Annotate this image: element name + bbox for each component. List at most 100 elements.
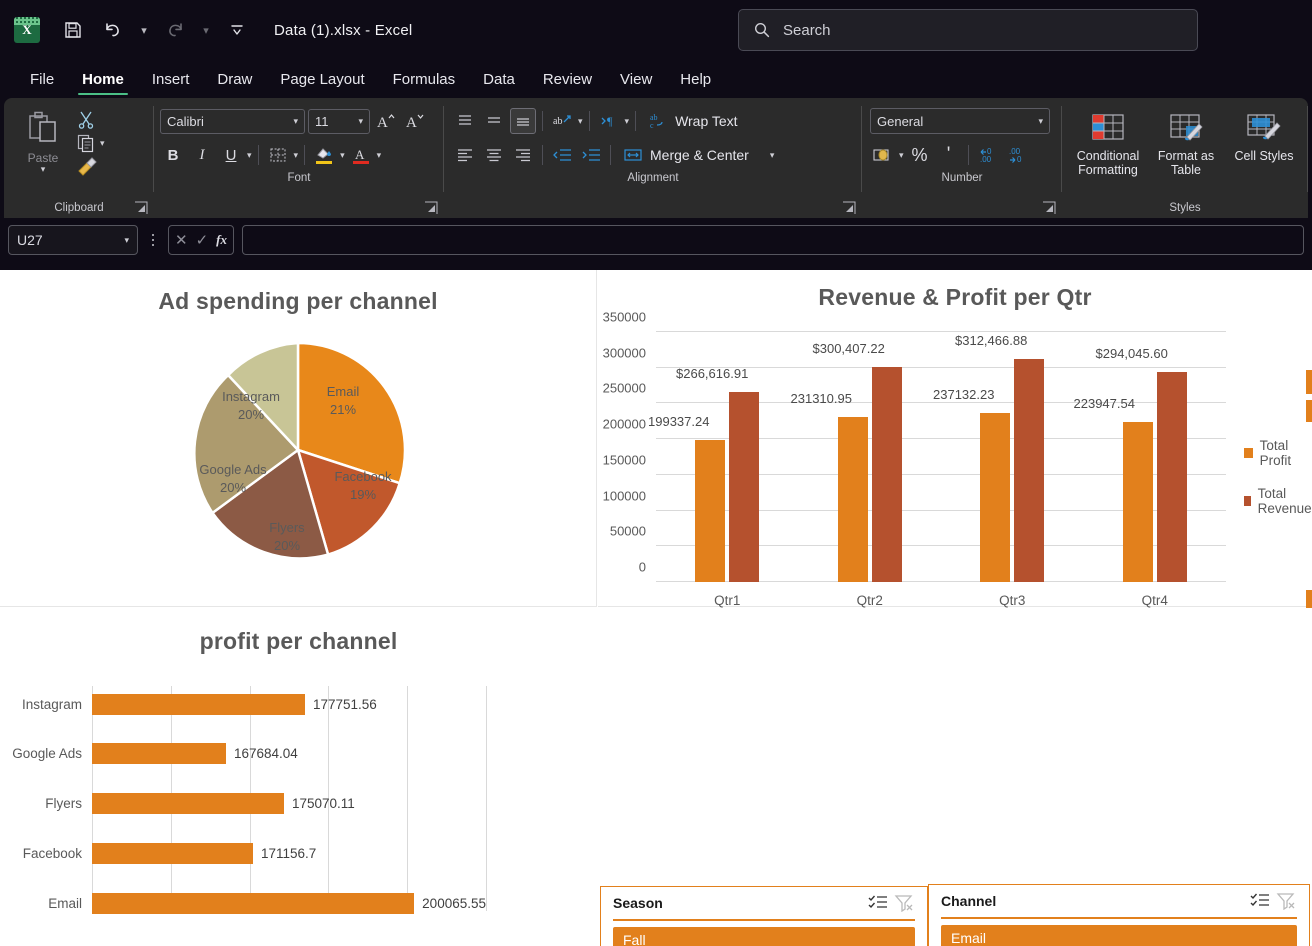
text-direction-icon[interactable]: ¶ xyxy=(596,108,622,134)
enter-icon[interactable]: ✓ xyxy=(195,232,209,249)
accounting-dropdown-icon[interactable]: ▾ xyxy=(899,149,904,160)
bar-revenue-qtr4[interactable] xyxy=(1156,372,1187,582)
chart-profit-per-channel[interactable]: profit per channel Instagram 177751.56 G… xyxy=(0,608,597,946)
hbar-flyers[interactable] xyxy=(92,793,284,814)
fill-color-dropdown-icon[interactable]: ▾ xyxy=(340,149,345,160)
tab-view[interactable]: View xyxy=(620,70,653,88)
bar-revenue-qtr1[interactable] xyxy=(729,391,760,582)
tab-formulas[interactable]: Formulas xyxy=(392,70,456,88)
multi-select-icon[interactable] xyxy=(865,891,891,915)
align-left-icon[interactable] xyxy=(452,142,478,168)
cancel-icon[interactable]: ✕ xyxy=(175,232,188,249)
underline-button[interactable]: U xyxy=(225,146,237,164)
text-direction-dropdown-icon[interactable]: ▾ xyxy=(624,115,630,126)
number-format-combo[interactable]: General ▾ xyxy=(870,108,1050,134)
align-bottom-icon[interactable] xyxy=(510,108,536,134)
underline-dropdown-icon[interactable]: ▾ xyxy=(247,149,252,160)
merge-dropdown-icon[interactable]: ▾ xyxy=(769,149,775,160)
search-box[interactable]: Search xyxy=(738,9,1198,51)
slicer-season[interactable]: Season Fall Spring Summer Winter xyxy=(600,886,928,946)
bar-profit-qtr4[interactable] xyxy=(1122,422,1153,582)
paste-dropdown-icon[interactable]: ▾ xyxy=(40,164,46,174)
name-box[interactable]: U27 ▾ xyxy=(8,225,138,255)
font-color-icon[interactable]: A xyxy=(348,142,374,168)
tab-file[interactable]: File xyxy=(30,70,55,88)
decrease-indent-icon[interactable] xyxy=(549,142,575,168)
bar-revenue-qtr2[interactable] xyxy=(871,367,902,582)
align-top-icon[interactable] xyxy=(452,108,478,134)
tab-home[interactable]: Home xyxy=(70,60,136,98)
customize-quick-access-icon[interactable] xyxy=(220,13,254,47)
align-right-icon[interactable] xyxy=(510,142,536,168)
chart-revenue-profit-per-qtr[interactable]: Revenue & Profit per Qtr 0 50000 100000 … xyxy=(598,270,1312,608)
bold-button[interactable]: B xyxy=(167,146,179,164)
slicer-item-email[interactable]: Email xyxy=(941,924,1297,946)
decrease-decimal-icon[interactable]: .00 0 xyxy=(1004,142,1030,168)
alignment-dialog-launcher-icon[interactable] xyxy=(842,201,856,215)
clipboard-dialog-launcher-icon[interactable] xyxy=(134,201,148,215)
formula-bar-overflow-icon[interactable] xyxy=(146,233,160,247)
clear-filter-icon[interactable] xyxy=(1273,889,1299,913)
bar-profit-qtr1[interactable] xyxy=(695,439,726,582)
increase-font-size-icon[interactable]: A xyxy=(373,108,399,134)
font-name-combo[interactable]: Calibri ▾ xyxy=(160,108,305,134)
number-dialog-launcher-icon[interactable] xyxy=(1042,201,1056,215)
tab-help[interactable]: Help xyxy=(680,70,712,88)
cell-styles-button[interactable]: Cell Styles xyxy=(1228,106,1300,163)
slicer-channel[interactable]: Channel Email Facebook Flyers Google Ads… xyxy=(928,884,1310,946)
wrap-text-button[interactable]: ab c Wrap Text xyxy=(642,108,744,134)
fill-color-icon[interactable] xyxy=(311,142,337,168)
format-painter-button[interactable] xyxy=(76,156,105,176)
increase-indent-icon[interactable] xyxy=(578,142,604,168)
bar-profit-qtr3[interactable] xyxy=(980,412,1011,582)
percent-style-button[interactable]: % xyxy=(911,144,928,165)
bar-plot-area[interactable]: Instagram 177751.56 Google Ads 167684.04… xyxy=(12,686,487,914)
legend-item-total-profit[interactable]: Total Profit xyxy=(1244,438,1312,468)
copy-dropdown-icon[interactable]: ▾ xyxy=(100,137,105,148)
text-orientation-icon[interactable]: ab xyxy=(549,108,575,134)
borders-dropdown-icon[interactable]: ▾ xyxy=(293,149,299,160)
legend-item-total-revenue[interactable]: Total Revenue xyxy=(1244,486,1312,516)
tab-page-layout[interactable]: Page Layout xyxy=(280,70,365,88)
undo-dropdown-icon[interactable]: ▾ xyxy=(141,24,147,37)
hbar-google-ads[interactable] xyxy=(92,743,226,764)
paste-button[interactable]: Paste ▾ xyxy=(12,106,74,174)
hbar-instagram[interactable] xyxy=(92,694,305,715)
orientation-dropdown-icon[interactable]: ▾ xyxy=(578,115,583,126)
undo-icon[interactable] xyxy=(96,13,130,47)
format-as-table-button[interactable]: Format as Table xyxy=(1150,106,1222,178)
align-middle-icon[interactable] xyxy=(481,108,507,134)
tab-review[interactable]: Review xyxy=(542,70,593,88)
cut-button[interactable] xyxy=(76,110,105,130)
bar-profit-qtr2[interactable] xyxy=(837,416,868,582)
accounting-number-format-icon[interactable] xyxy=(870,142,896,168)
font-color-dropdown-icon[interactable]: ▾ xyxy=(376,149,382,160)
comma-style-button[interactable]: ' xyxy=(946,144,951,165)
tab-insert[interactable]: Insert xyxy=(151,70,190,88)
hbar-facebook[interactable] xyxy=(92,843,253,864)
font-dialog-launcher-icon[interactable] xyxy=(424,201,438,215)
align-center-icon[interactable] xyxy=(481,142,507,168)
copy-button[interactable]: ▾ xyxy=(76,133,105,153)
conditional-formatting-button[interactable]: Conditional Formatting xyxy=(1072,106,1144,178)
tab-data[interactable]: Data xyxy=(483,70,515,88)
formula-input[interactable] xyxy=(242,225,1304,255)
italic-button[interactable]: I xyxy=(199,146,205,163)
insert-function-icon[interactable]: fx xyxy=(216,232,227,247)
bar-revenue-qtr3[interactable] xyxy=(1014,358,1045,582)
decrease-font-size-icon[interactable]: A xyxy=(402,108,428,134)
chart-ad-spending-per-channel[interactable]: Ad spending per channel Email 21% Facebo… xyxy=(0,270,597,607)
save-icon[interactable] xyxy=(56,13,90,47)
slicer-item-fall[interactable]: Fall xyxy=(613,926,915,946)
column-plot-area[interactable]: 0 50000 100000 150000 200000 250000 3000… xyxy=(603,310,1226,608)
hbar-email[interactable] xyxy=(92,893,415,914)
redo-dropdown-icon[interactable]: ▾ xyxy=(203,24,209,37)
pie-plot-area[interactable]: Email 21% Facebook 19% Flyers 20% Google… xyxy=(187,339,409,561)
borders-icon[interactable] xyxy=(265,142,291,168)
merge-center-button[interactable]: Merge & Center ▾ xyxy=(617,142,780,168)
tab-draw[interactable]: Draw xyxy=(217,70,253,88)
increase-decimal-icon[interactable]: 0.00 xyxy=(975,142,1001,168)
clear-filter-icon[interactable] xyxy=(891,891,917,915)
font-size-combo[interactable]: 11 ▾ xyxy=(308,108,370,134)
multi-select-icon[interactable] xyxy=(1247,889,1273,913)
